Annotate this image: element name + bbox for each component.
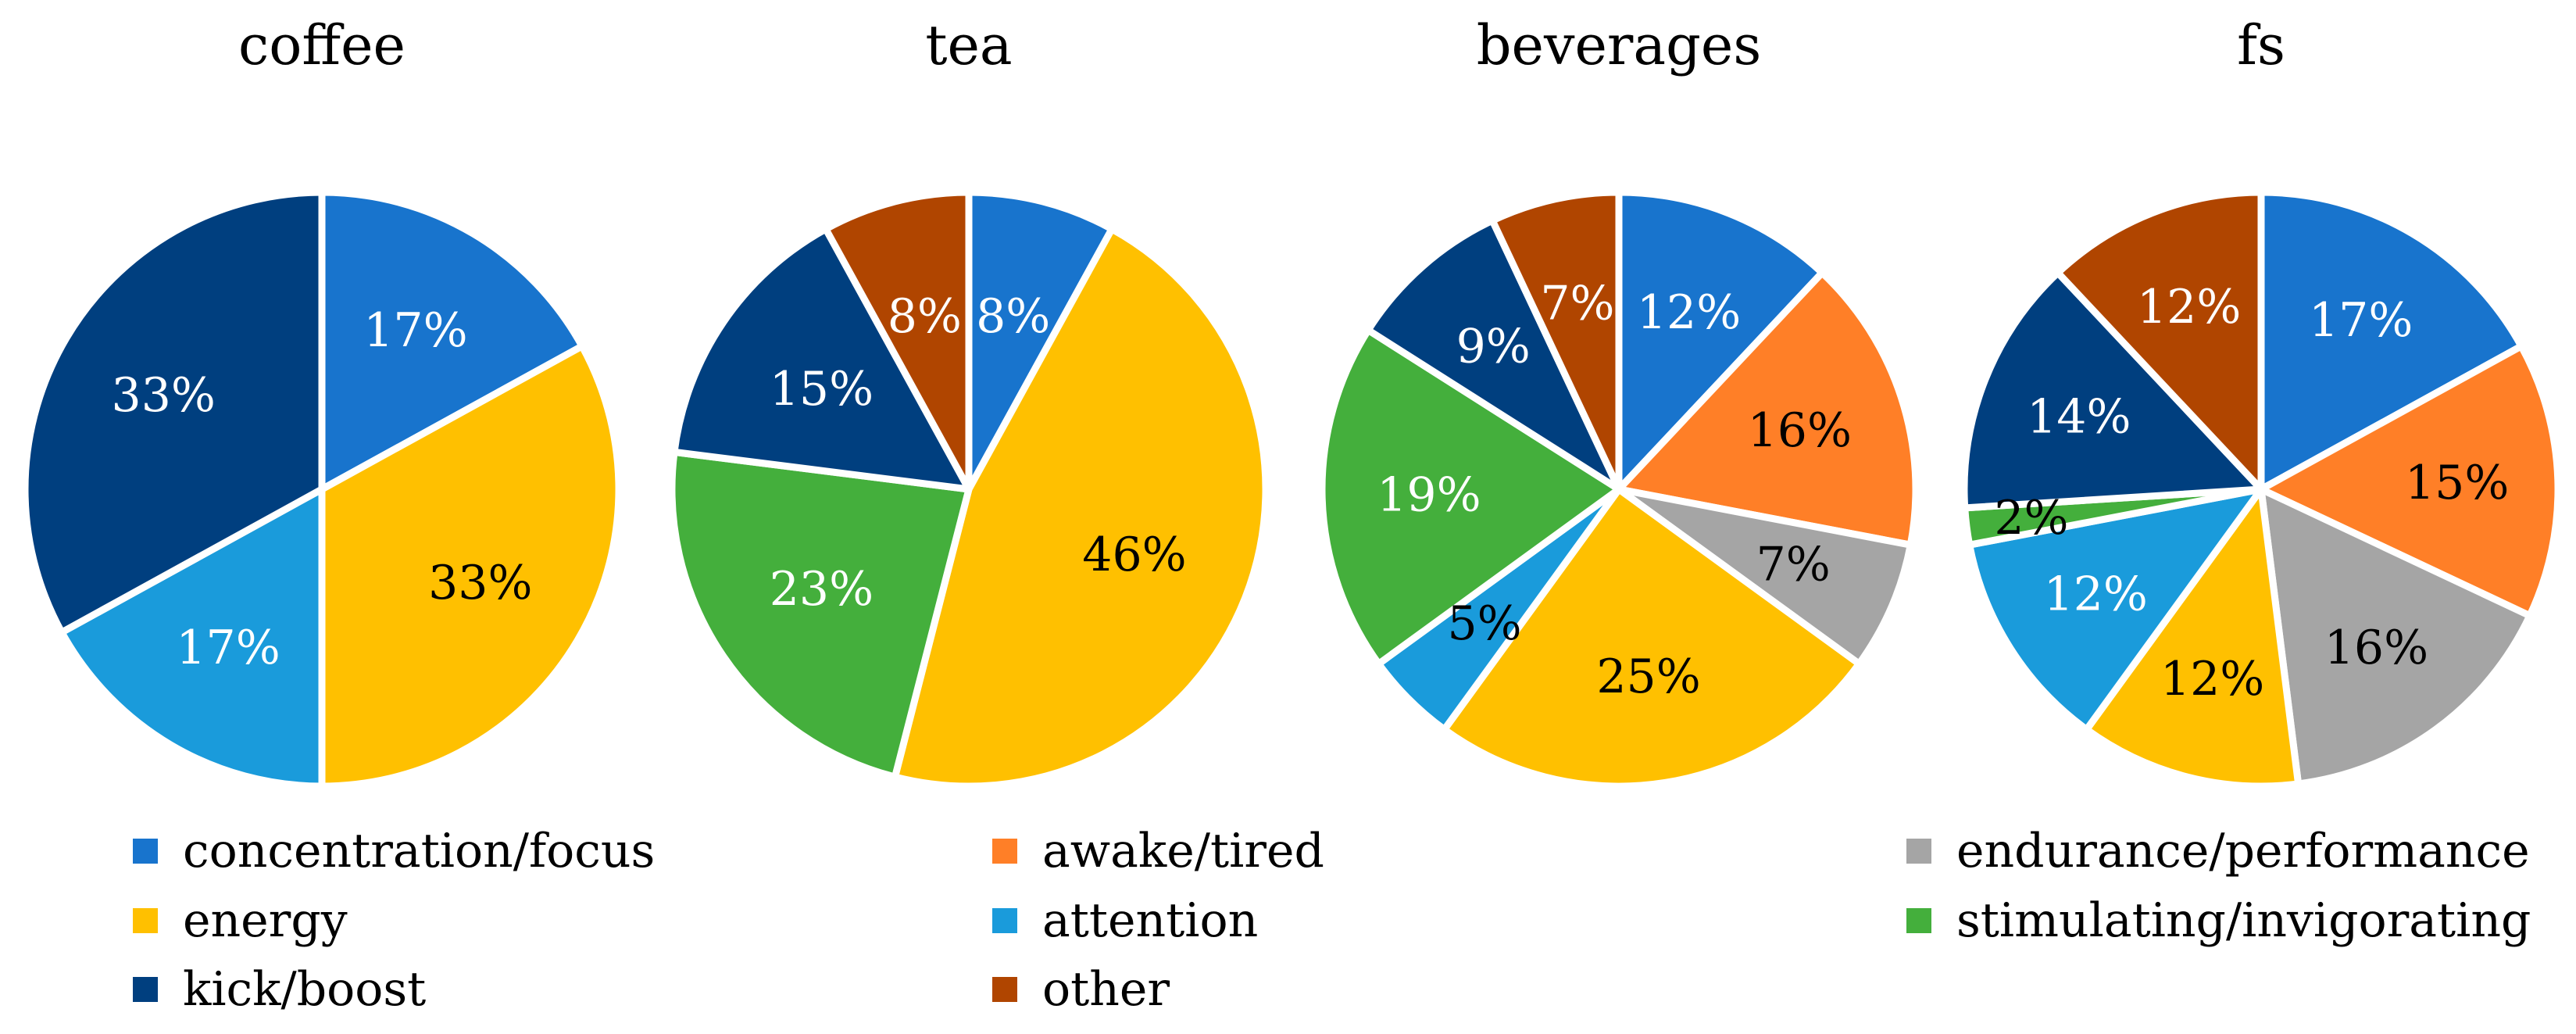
pie-chart-coffee: coffee 17% 33% 17% 33%: [21, 13, 623, 790]
pie-slice-energy: [318, 342, 623, 790]
pie-slice-stimulating: [668, 448, 973, 781]
legend-label-awake: awake/tired: [1042, 824, 1324, 878]
legend-label-attention: attention: [1042, 893, 1258, 948]
pie-data-label: 16%: [1748, 403, 1852, 458]
pie-data-label: 19%: [1377, 468, 1481, 523]
pie-data-label: 15%: [770, 362, 874, 417]
pie-data-label: 5%: [1447, 596, 1521, 651]
legend-swatch-other: [992, 977, 1017, 1002]
pie-slice-endurance: [1615, 485, 1914, 667]
pie-slice-kick: [670, 225, 973, 493]
pie-title: beverages: [1477, 13, 1762, 77]
pie-slice-awake: [1615, 269, 1920, 549]
pie-slice-attention: [58, 485, 326, 790]
pie-slice-endurance: [2257, 485, 2534, 788]
pie-data-label: 17%: [363, 303, 467, 358]
pie-data-label: 12%: [2137, 280, 2241, 335]
pie-slice-stimulating: [1318, 326, 1623, 667]
pie-slice-awake: [2257, 342, 2562, 620]
legend-swatch-awake: [992, 839, 1017, 864]
pie-data-label: 12%: [2044, 567, 2148, 621]
pie-data-label: 2%: [1994, 491, 2068, 546]
pie-data-label: 12%: [2160, 652, 2264, 707]
legend-swatch-energy: [133, 908, 158, 933]
pie-slice-concentration: [965, 188, 1116, 493]
pie-data-label: 25%: [1596, 649, 1700, 704]
legend-swatch-concentration: [133, 839, 158, 864]
pie-slice-energy: [2083, 485, 2303, 790]
legend-swatch-kick: [133, 977, 158, 1002]
pie-data-label: 33%: [112, 368, 216, 423]
pie-title: fs: [2237, 13, 2285, 77]
pie-slice-kick: [1364, 216, 1623, 493]
pie-data-label: 16%: [2324, 621, 2428, 675]
pie-slice-concentration: [318, 188, 586, 493]
pie-data-label: 33%: [428, 556, 532, 610]
legend-label-endurance: endurance/performance: [1956, 824, 2530, 878]
legend: concentration/focus awake/tired endurance/…: [133, 824, 2531, 1017]
legend-swatch-stimulating: [1906, 908, 1931, 933]
pie-slice-energy: [891, 225, 1270, 790]
pie-data-label: 9%: [1456, 320, 1531, 374]
pie-data-label: 15%: [2405, 456, 2509, 510]
legend-label-concentration: concentration/focus: [183, 824, 655, 878]
pie-chart-tea: tea 8% 46% 23% 15% 8%: [668, 13, 1270, 790]
pie-slice-other: [1488, 188, 1623, 493]
pie-slice-other: [2054, 188, 2265, 493]
pie-data-label: 17%: [2309, 293, 2413, 348]
pie-data-label: 8%: [976, 289, 1050, 344]
pie-data-label: 7%: [1756, 538, 1831, 592]
pie-title: tea: [925, 13, 1012, 77]
pie-slice-attention: [1966, 485, 2265, 733]
pie-title: coffee: [238, 13, 406, 77]
pie-slice-concentration: [2257, 188, 2525, 493]
pie-data-label: 7%: [1540, 277, 1614, 331]
pie-slice-concentration: [1615, 188, 1826, 493]
legend-label-energy: energy: [183, 893, 348, 948]
legend-swatch-endurance: [1906, 839, 1931, 864]
legend-label-stimulating: stimulating/invigorating: [1956, 893, 2531, 948]
legend-label-other: other: [1042, 962, 1170, 1017]
pie-data-label: 12%: [1637, 285, 1741, 340]
pie-data-label: 14%: [2027, 390, 2131, 445]
legend-label-kick: kick/boost: [183, 962, 426, 1017]
pie-data-label: 23%: [770, 562, 874, 617]
pie-slice-kick: [21, 188, 326, 636]
pie-data-label: 46%: [1082, 528, 1186, 582]
pie-slice-other: [822, 188, 973, 493]
pie-slice-energy: [1441, 485, 1863, 790]
pie-data-label: 17%: [176, 621, 280, 675]
pie-data-label: 8%: [888, 289, 962, 344]
legend-swatch-attention: [992, 908, 1017, 933]
pie-slice-kick: [1960, 269, 2265, 512]
